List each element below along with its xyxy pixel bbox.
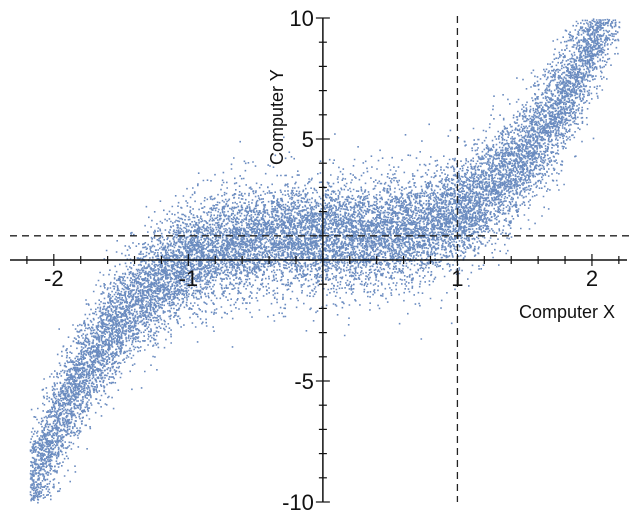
y-tick-label: -5	[294, 369, 314, 394]
scatter-points	[29, 18, 621, 504]
x-tick-label: -1	[179, 266, 199, 291]
axes: -2 -1 1 2 10 5 -5 -10	[10, 6, 627, 515]
x-axis-label: Computer X	[519, 302, 615, 322]
scatter-point-cloud	[29, 18, 621, 504]
y-tick-label: -10	[282, 490, 314, 515]
y-axis-ticks: 10 5 -5 -10	[282, 6, 330, 515]
x-tick-label: -2	[44, 266, 64, 291]
y-tick-label: 10	[289, 6, 313, 31]
x-tick-label: 1	[451, 266, 463, 291]
x-axis-ticks: -2 -1 1 2	[26, 254, 620, 291]
y-axis-label: Computer Y	[267, 69, 287, 165]
x-tick-label: 2	[586, 266, 598, 291]
y-tick-label: 5	[302, 127, 314, 152]
